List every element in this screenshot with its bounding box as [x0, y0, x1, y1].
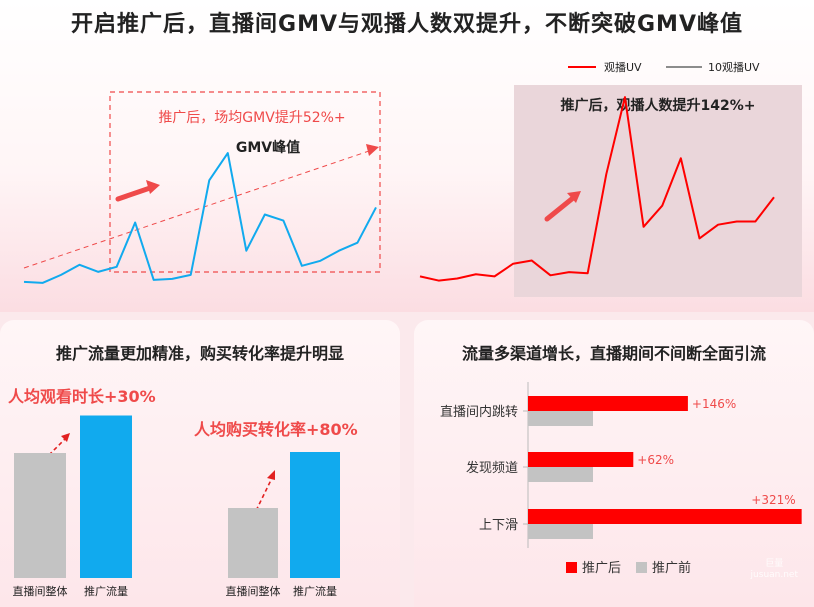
- channel-category-1: 发现频道: [466, 460, 518, 476]
- watch-time-label-1: 推广流量: [84, 584, 128, 598]
- watermark-text: 巨量: [765, 559, 784, 569]
- gmv-trend-line: [23, 149, 373, 269]
- gmv-line-chart: 推广后，场均GMV提升52%+ GMV峰值: [23, 91, 381, 284]
- conversion-bar-0: [228, 508, 278, 578]
- gmv-highlight-box: [109, 91, 381, 273]
- conversion-annotation: 人均购买转化率+80%: [194, 420, 358, 439]
- channel-category-2: 上下滑: [479, 518, 518, 533]
- viewers-annotation: 推广后，观播人数提升142%+: [561, 97, 756, 114]
- watermark-logo: 巨量 jusuan.net: [751, 559, 798, 581]
- conversion-bar-charts: 人均观看时长+30% 人均购买转化率+80% 直播间整体 推广流量 直播间整体 推广流…: [8, 387, 358, 598]
- legend-label-after: 推广后: [582, 561, 621, 576]
- channel-label-2: +321%: [751, 493, 795, 507]
- conversion-bar-1: [290, 452, 340, 578]
- conversion-label-1: 推广流量: [293, 584, 337, 598]
- legend-item-10uv: 10观播UV: [708, 60, 760, 74]
- viewers-up-arrow-head: [567, 191, 581, 203]
- legend-label-before: 推广前: [652, 560, 691, 576]
- channel-category-0: 直播间内跳转: [440, 404, 518, 420]
- channel-label-1: +62%: [637, 453, 674, 467]
- watch-time-arrow-head: [61, 433, 70, 442]
- gmv-up-arrow-head: [146, 180, 160, 194]
- viewers-up-arrow-shaft: [544, 195, 576, 222]
- conversion-card-title: 推广流量更加精准，购买转化率提升明显: [55, 344, 344, 363]
- watch-time-bar-0: [14, 453, 66, 578]
- gmv-up-arrow-shaft: [115, 185, 153, 202]
- channel-bar-before-0: [528, 411, 593, 426]
- watermark-domain: jusuan.net: [750, 570, 798, 580]
- channel-label-0: +146%: [692, 397, 736, 411]
- channel-bar-before-2: [528, 524, 593, 539]
- gmv-annotation: 推广后，场均GMV提升52%+: [158, 110, 345, 126]
- channel-bar-after-1: [528, 452, 634, 467]
- channel-bar-before-1: [528, 467, 593, 482]
- legend-item-uv: 观播UV: [604, 60, 642, 74]
- gmv-trend-arrowhead: [366, 144, 379, 156]
- legend-swatch-before: [636, 562, 647, 573]
- watch-time-label-0: 直播间整体: [13, 584, 68, 598]
- gmv-peak-label: GMV峰值: [236, 139, 300, 156]
- channel-bar-after-2: [528, 509, 802, 524]
- watch-time-dashed-arrow: [43, 437, 67, 461]
- watch-time-annotation: 人均观看时长+30%: [8, 387, 156, 406]
- channel-bar-after-0: [528, 396, 688, 411]
- gmv-series-line: [23, 152, 377, 284]
- channel-bar-chart: 直播间内跳转 +146% 发现频道 +62% 上下滑 +321% 推广后 推广前: [440, 382, 802, 576]
- viewers-highlight-area: [514, 85, 802, 297]
- watch-time-bar-1: [80, 415, 132, 578]
- page-title: 开启推广后，直播间GMV与观播人数双提升，不断突破GMV峰值: [71, 12, 743, 37]
- conversion-label-0: 直播间整体: [226, 584, 281, 598]
- channel-card-title: 流量多渠道增长，直播期间不间断全面引流: [461, 344, 766, 363]
- legend-swatch-after: [566, 562, 577, 573]
- viewers-series-line: [419, 96, 775, 282]
- viewers-line-chart: 观播UV 10观播UV 推广后，观播人数提升142%+: [419, 60, 802, 297]
- conversion-arrow-head: [267, 470, 275, 480]
